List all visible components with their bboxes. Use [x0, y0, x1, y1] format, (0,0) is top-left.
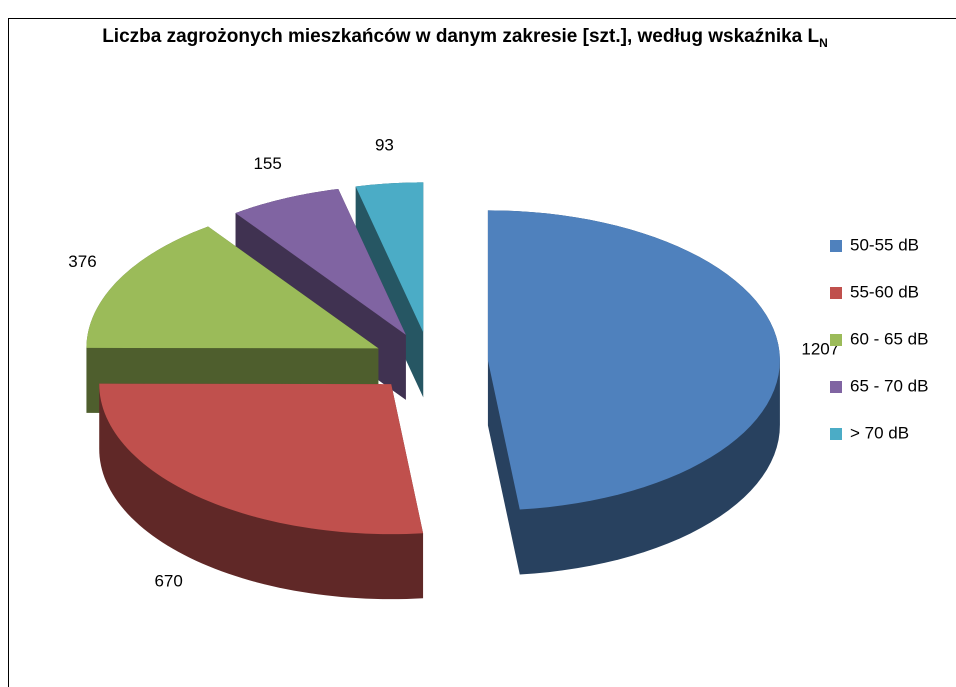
title-text: Liczba zagrożonych mieszkańców w danym z…: [102, 26, 820, 47]
pie-slice: [355, 182, 424, 333]
legend-swatch: [830, 428, 842, 440]
pie-slice: [99, 383, 424, 535]
data-label: 670: [154, 572, 182, 591]
legend-label: 65 - 70 dB: [850, 376, 928, 395]
legend-swatch: [830, 381, 842, 393]
chart-title: Liczba zagrożonych mieszkańców w danym z…: [60, 18, 870, 62]
pie-slice: [487, 210, 780, 510]
legend-swatch: [830, 287, 842, 299]
legend-label: 50-55 dB: [850, 235, 919, 254]
legend-label: > 70 dB: [850, 423, 909, 442]
legend-label: 55-60 dB: [850, 282, 919, 301]
pie-slice: [86, 226, 379, 349]
data-label: 1207: [801, 340, 839, 359]
data-label: 155: [253, 154, 281, 173]
title-subscript: N: [819, 35, 828, 50]
data-label: 93: [375, 136, 394, 155]
legend-swatch: [830, 334, 842, 346]
legend-label: 60 - 65 dB: [850, 329, 928, 348]
pie-slice: [235, 188, 406, 335]
chart-border: [8, 18, 956, 687]
data-label: 376: [68, 252, 96, 271]
legend-swatch: [830, 240, 842, 252]
